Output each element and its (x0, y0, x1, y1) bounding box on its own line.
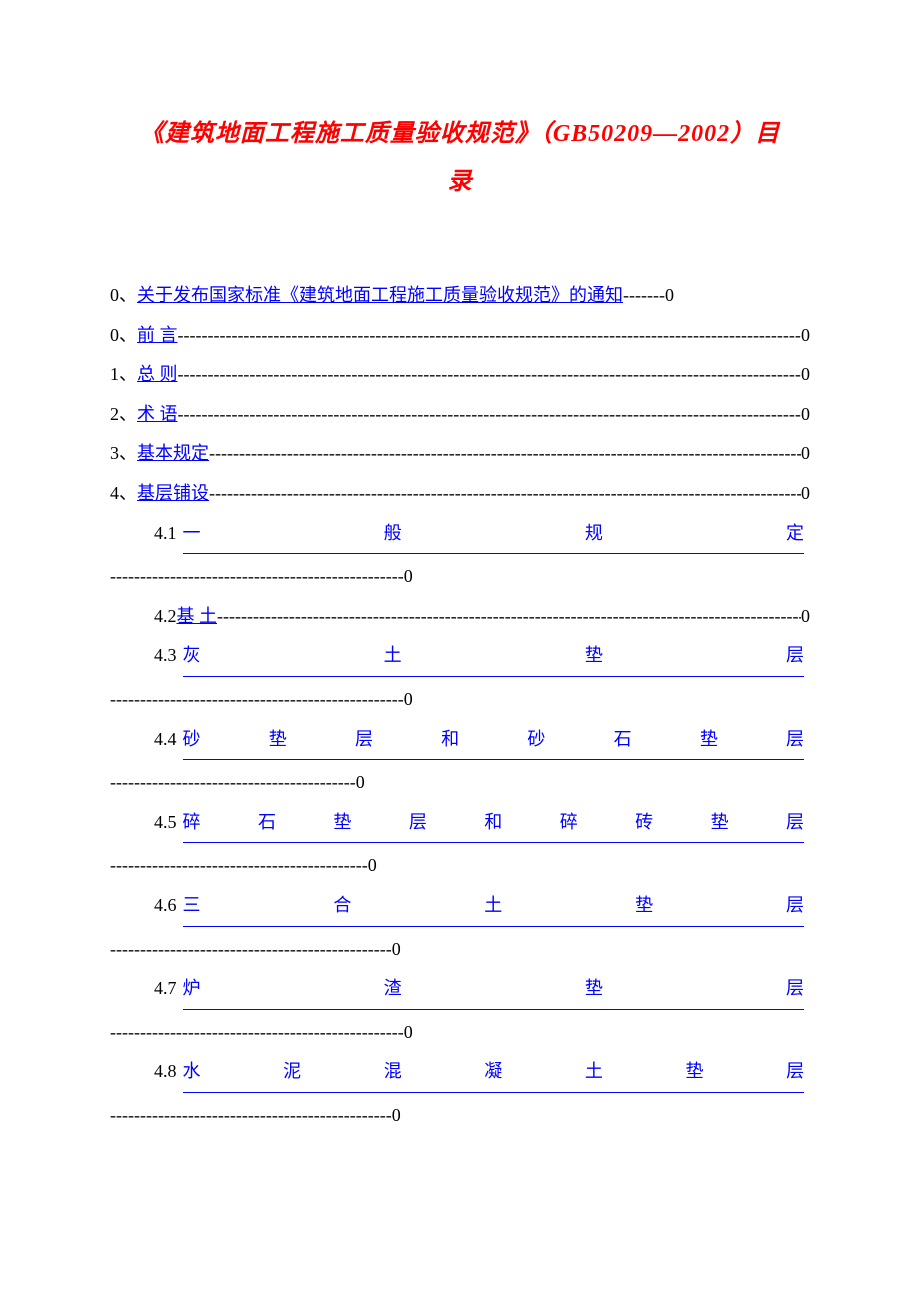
toc-link[interactable]: 一般规定 (183, 514, 805, 555)
toc-entry: 0、前 言-----------------------------------… (110, 316, 810, 356)
toc-page: 0 (801, 355, 810, 395)
toc-leader: ----------------------------------------… (209, 474, 801, 514)
toc-prefix: 4、 (110, 474, 137, 514)
toc-page: 0 (368, 846, 377, 886)
toc-page: 0 (801, 316, 810, 356)
toc-page: 0 (665, 276, 674, 316)
toc-link[interactable]: 术 语 (137, 395, 178, 435)
toc-entry: 4.3 灰土垫层 (110, 636, 810, 680)
toc-prefix: 4.2 (154, 597, 177, 637)
toc-entry: 1、总 则-----------------------------------… (110, 355, 810, 395)
toc-continuation: ----------------------------------------… (110, 680, 810, 720)
toc-prefix: 4.3 (154, 636, 177, 676)
toc-prefix: 2、 (110, 395, 137, 435)
toc-page: 0 (801, 434, 810, 474)
toc-entry: 4.6 三合土垫层 (110, 886, 810, 930)
toc-page: 0 (392, 1096, 401, 1136)
toc-page: 0 (404, 1013, 413, 1053)
toc-prefix: 3、 (110, 434, 137, 474)
toc-continuation: ----------------------------------------… (110, 846, 810, 886)
toc-page: 0 (801, 597, 810, 637)
toc-entry: 4.4 砂垫层和砂石垫层 (110, 720, 810, 764)
toc-link[interactable]: 基本规定 (137, 434, 209, 474)
toc-leader: ----------------------------------------… (110, 930, 392, 970)
toc-leader: ----------------------------------------… (178, 316, 802, 356)
toc-page: 0 (404, 557, 413, 597)
table-of-contents: 0、关于发布国家标准《建筑地面工程施工质量验收规范》的通知-------00、前… (110, 276, 810, 1135)
toc-prefix: 1、 (110, 355, 137, 395)
toc-entry: 3、基本规定----------------------------------… (110, 434, 810, 474)
toc-link[interactable]: 基层铺设 (137, 474, 209, 514)
toc-prefix: 0、 (110, 316, 137, 356)
toc-entry: 4.2 基 土---------------------------------… (110, 597, 810, 637)
toc-prefix: 0、 (110, 276, 137, 316)
toc-page: 0 (404, 680, 413, 720)
toc-continuation: ----------------------------------------… (110, 930, 810, 970)
toc-leader: ----------------------------------------… (178, 355, 802, 395)
toc-continuation: ----------------------------------------… (110, 1096, 810, 1136)
title-line-1: 《建筑地面工程施工质量验收规范》（GB50209—2002）目 (140, 121, 780, 147)
toc-link[interactable]: 水泥混凝土垫层 (183, 1052, 805, 1093)
toc-link[interactable]: 关于发布国家标准《建筑地面工程施工质量验收规范》的通知 (137, 276, 623, 316)
toc-page: 0 (392, 930, 401, 970)
toc-continuation: ----------------------------------------… (110, 763, 810, 803)
toc-leader: ----------------------------------------… (110, 557, 404, 597)
toc-leader: ----------------------------------------… (110, 1096, 392, 1136)
toc-prefix: 4.5 (154, 803, 177, 843)
toc-link[interactable]: 碎石垫层和碎砖垫层 (183, 803, 805, 844)
toc-entry: 4.5 碎石垫层和碎砖垫层 (110, 803, 810, 847)
toc-continuation: ----------------------------------------… (110, 557, 810, 597)
toc-leader: ----------------------------------------… (178, 395, 802, 435)
toc-entry: 4.7 炉渣垫层 (110, 969, 810, 1013)
toc-leader: ----------------------------------------… (110, 680, 404, 720)
toc-leader: ----------------------------------------… (110, 846, 368, 886)
toc-link[interactable]: 三合土垫层 (183, 886, 805, 927)
toc-link[interactable]: 总 则 (137, 355, 178, 395)
toc-prefix: 4.1 (154, 514, 177, 554)
document-title: 《建筑地面工程施工质量验收规范》（GB50209—2002）目 录 (110, 110, 810, 206)
toc-entry: 2、术 语-----------------------------------… (110, 395, 810, 435)
toc-leader: ----------------------------------------… (217, 597, 801, 637)
toc-page: 0 (801, 395, 810, 435)
toc-entry: 0、关于发布国家标准《建筑地面工程施工质量验收规范》的通知-------0 (110, 276, 810, 316)
toc-leader: ----------------------------------------… (110, 1013, 404, 1053)
toc-page: 0 (356, 763, 365, 803)
toc-leader: ------- (623, 276, 665, 316)
toc-prefix: 4.4 (154, 720, 177, 760)
toc-link[interactable]: 砂垫层和砂石垫层 (183, 720, 805, 761)
toc-page: 0 (801, 474, 810, 514)
toc-link[interactable]: 炉渣垫层 (183, 969, 805, 1010)
toc-link[interactable]: 基 土 (177, 597, 218, 637)
toc-prefix: 4.6 (154, 886, 177, 926)
toc-continuation: ----------------------------------------… (110, 1013, 810, 1053)
toc-prefix: 4.8 (154, 1052, 177, 1092)
toc-entry: 4.1 一般规定 (110, 514, 810, 558)
toc-link[interactable]: 灰土垫层 (183, 636, 805, 677)
toc-prefix: 4.7 (154, 969, 177, 1009)
toc-leader: ----------------------------------------… (110, 763, 356, 803)
toc-entry: 4.8 水泥混凝土垫层 (110, 1052, 810, 1096)
toc-entry: 4、基层铺设----------------------------------… (110, 474, 810, 514)
toc-link[interactable]: 前 言 (137, 316, 178, 356)
toc-leader: ----------------------------------------… (209, 434, 801, 474)
title-line-2: 录 (448, 169, 473, 195)
